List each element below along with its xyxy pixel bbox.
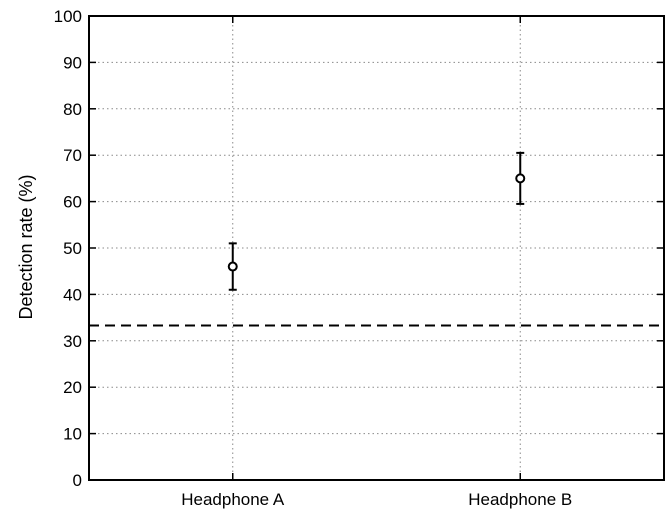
data-point [227, 261, 238, 272]
y-tick-label: 0 [73, 471, 82, 490]
y-axis-label: Detection rate (%) [16, 174, 36, 319]
y-tick-labels: 0 10 20 30 40 50 60 70 80 90 100 [54, 7, 82, 490]
x-tick-labels: Headphone A Headphone B [181, 490, 572, 509]
y-tick-label: 60 [63, 193, 82, 212]
data-marks [227, 151, 526, 291]
x-tick-label: Headphone A [181, 490, 285, 509]
y-tick-label: 10 [63, 425, 82, 444]
y-tick-label: 50 [63, 239, 82, 258]
y-tick-label: 90 [63, 53, 82, 72]
y-tick-label: 100 [54, 7, 82, 26]
ticks [89, 15, 664, 481]
x-tick-label: Headphone B [468, 490, 572, 509]
y-tick-label: 40 [63, 285, 82, 304]
y-tick-label: 30 [63, 332, 82, 351]
grid [89, 16, 664, 480]
data-point [515, 173, 526, 184]
y-tick-label: 80 [63, 100, 82, 119]
y-tick-label: 20 [63, 378, 82, 397]
y-tick-label: 70 [63, 146, 82, 165]
